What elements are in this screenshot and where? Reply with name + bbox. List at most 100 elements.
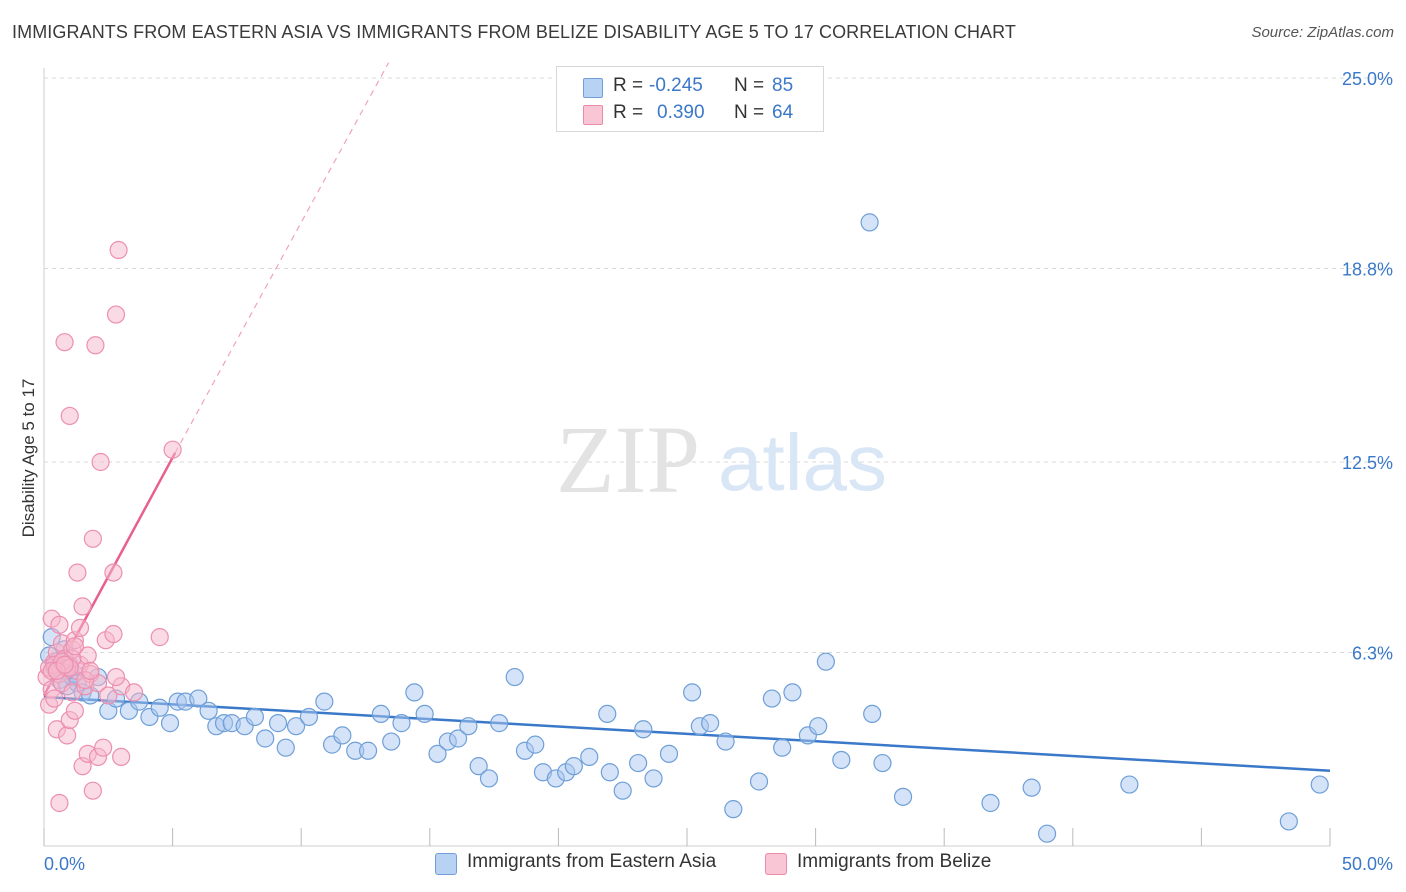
point-belize-34	[83, 781, 102, 800]
legend-swatch-blue	[583, 78, 603, 98]
legend-n-label: N =	[734, 75, 765, 96]
point-eastern-asia-31	[268, 714, 288, 733]
point-belize-48	[50, 793, 69, 813]
x-tick-label-min: 0.0%	[44, 854, 85, 874]
point-eastern-asia-51	[490, 714, 509, 733]
point-belize-54	[109, 240, 128, 260]
legend-n-value: 85	[772, 75, 794, 96]
point-eastern-asia-89	[1310, 775, 1329, 794]
x-tick-label-max: 50.0%	[1342, 854, 1393, 874]
point-eastern-asia-63	[629, 753, 648, 773]
point-eastern-asia-34	[299, 707, 319, 727]
point-eastern-asia-75	[783, 683, 802, 702]
point-eastern-asia-84	[981, 793, 1000, 813]
point-belize-63	[55, 655, 74, 674]
series-belize-points	[37, 240, 182, 813]
gridlines	[44, 77, 1390, 653]
correlation-legend: R = -0.245 N = 85 R = 0.390 N = 64	[556, 66, 824, 132]
point-belize-41	[99, 686, 118, 705]
watermark: ZIP atlas	[556, 406, 887, 513]
point-eastern-asia-72	[749, 772, 769, 791]
y-tick-label-3: 25.0%	[1342, 69, 1393, 89]
y-tick-label-2: 18.8%	[1342, 259, 1393, 279]
point-belize-25	[70, 618, 90, 637]
point-eastern-asia-87	[1120, 775, 1139, 794]
point-eastern-asia-52	[505, 667, 524, 687]
point-eastern-asia-23	[189, 689, 208, 708]
legend-swatch-pink	[583, 105, 603, 125]
point-belize-47	[106, 667, 126, 687]
point-eastern-asia-20	[160, 714, 180, 733]
point-belize-53	[106, 305, 126, 324]
point-belize-45	[112, 747, 131, 767]
point-eastern-asia-69	[701, 714, 720, 733]
trend-line-eastern-asia	[43, 695, 1331, 772]
point-eastern-asia-70	[716, 732, 735, 751]
point-eastern-asia-73	[762, 689, 781, 708]
point-eastern-asia-80	[863, 704, 882, 724]
trend-line-belize-extension	[174, 62, 390, 454]
point-eastern-asia-35	[315, 692, 334, 711]
point-eastern-asia-29	[245, 707, 265, 727]
point-belize-61	[65, 637, 84, 656]
point-eastern-asia-86	[1037, 824, 1057, 843]
point-eastern-asia-61	[600, 763, 619, 782]
point-eastern-asia-41	[382, 732, 401, 751]
point-eastern-asia-79	[832, 750, 851, 770]
point-belize-33	[83, 529, 102, 548]
legend-r-label: R =	[613, 75, 644, 96]
point-belize-46	[124, 683, 144, 702]
point-belize-17	[60, 406, 79, 426]
point-belize-10	[50, 615, 69, 634]
point-eastern-asia-54	[526, 735, 545, 754]
point-eastern-asia-37	[333, 726, 352, 745]
y-axis-label: Disability Age 5 to 17	[19, 379, 38, 538]
point-belize-35	[86, 336, 105, 355]
point-eastern-asia-60	[598, 704, 617, 724]
point-belize-15	[58, 726, 77, 745]
bottom-legend-belize: Immigrants from Belize	[797, 851, 992, 872]
point-belize-39	[94, 738, 113, 757]
point-eastern-asia-43	[405, 683, 424, 702]
legend-r-value: -0.245	[649, 75, 703, 96]
point-belize-55	[150, 628, 169, 647]
point-belize-38	[91, 452, 110, 472]
point-belize-6	[45, 689, 64, 708]
legend-r-label: R =	[613, 102, 644, 123]
point-eastern-asia-77	[809, 717, 828, 736]
chart-source: Source: ZipAtlas.com	[1251, 24, 1394, 41]
point-eastern-asia-74	[773, 738, 792, 757]
point-eastern-asia-42	[392, 714, 411, 733]
point-eastern-asia-48	[459, 717, 478, 736]
x-tick-labels: 0.0% 50.0%	[44, 854, 1393, 874]
point-belize-28	[73, 597, 92, 616]
legend-row-eastern-asia: R = -0.245 N = 85	[557, 75, 823, 101]
legend-n-label: N =	[734, 102, 765, 123]
point-eastern-asia-59	[580, 747, 599, 767]
point-eastern-asia-82	[873, 753, 892, 773]
series-eastern-asia-points	[40, 213, 1329, 843]
point-eastern-asia-83	[893, 787, 913, 806]
point-belize-21	[65, 701, 84, 720]
point-eastern-asia-88	[1279, 812, 1298, 831]
point-belize-56	[163, 440, 182, 459]
point-belize-62	[81, 661, 100, 680]
point-belize-13	[55, 333, 74, 352]
point-eastern-asia-19	[150, 698, 169, 717]
point-eastern-asia-64	[634, 720, 653, 739]
point-eastern-asia-65	[644, 769, 663, 788]
point-eastern-asia-71	[724, 800, 743, 819]
point-eastern-asia-45	[428, 744, 447, 763]
point-eastern-asia-50	[479, 769, 499, 788]
y-tick-label-1: 12.5%	[1342, 453, 1393, 473]
bottom-legend-swatch-blue	[435, 853, 457, 875]
axes	[43, 68, 1331, 847]
point-eastern-asia-49	[469, 757, 488, 776]
point-eastern-asia-33	[286, 717, 306, 736]
point-eastern-asia-40	[371, 704, 391, 724]
point-eastern-asia-47	[448, 729, 468, 748]
point-eastern-asia-81	[860, 213, 879, 232]
point-eastern-asia-85	[1022, 778, 1041, 797]
point-eastern-asia-24	[199, 701, 218, 720]
point-eastern-asia-67	[683, 683, 702, 702]
